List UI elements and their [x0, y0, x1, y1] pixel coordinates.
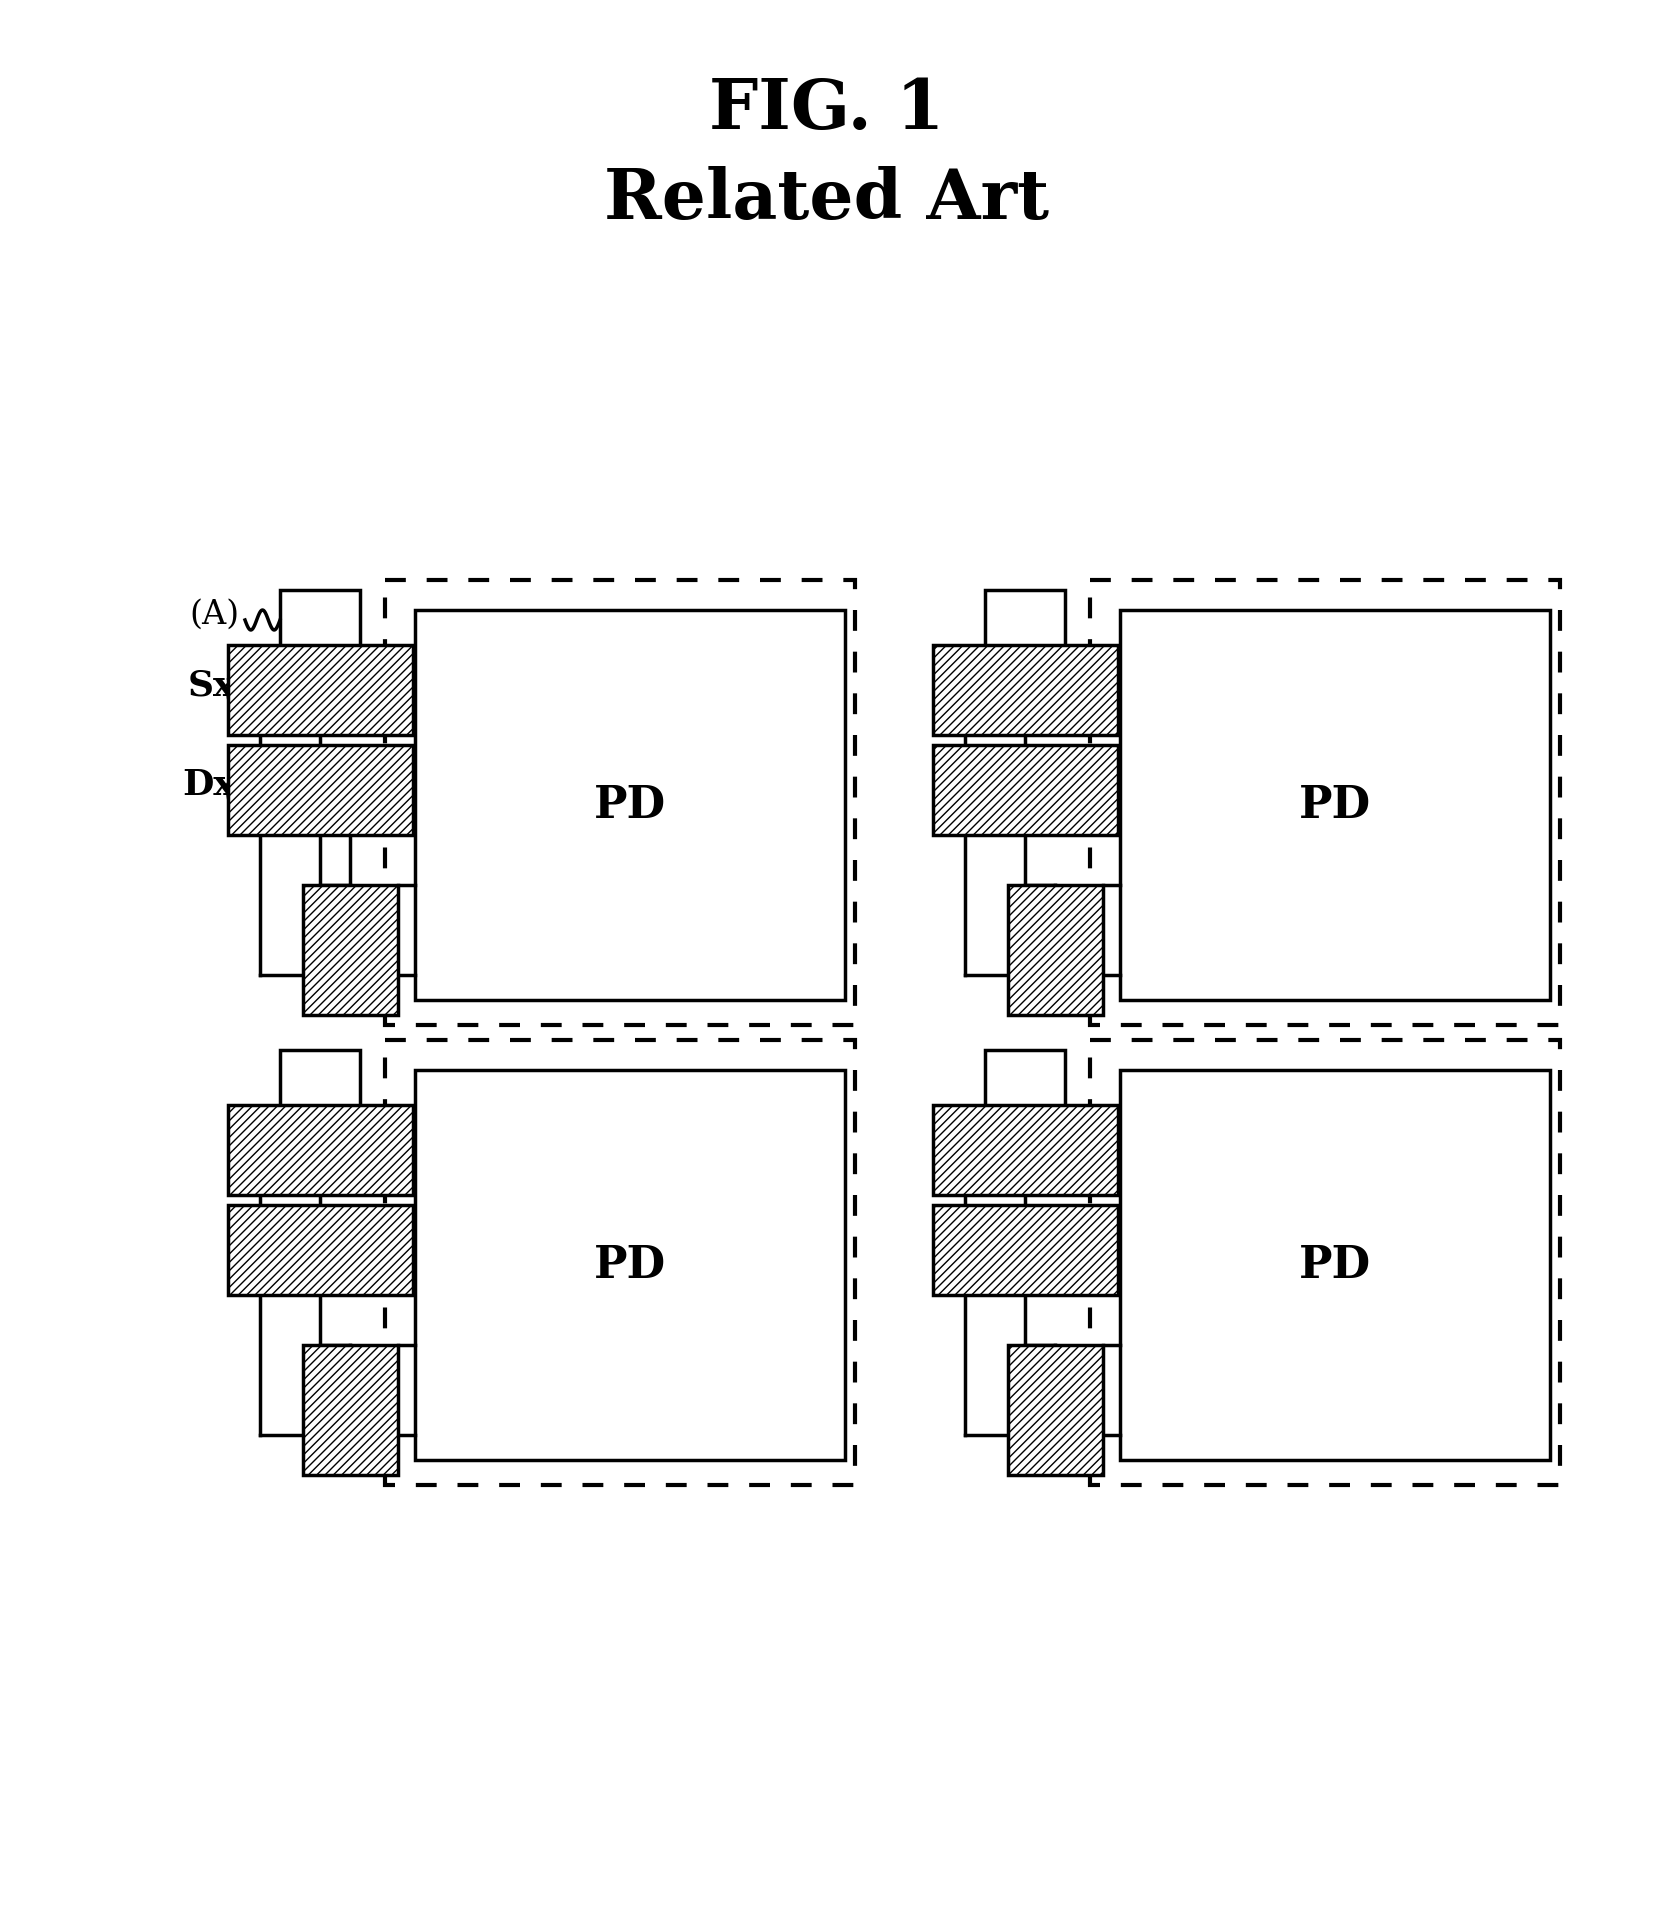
Bar: [933, 745, 1118, 836]
Text: FIG. 1: FIG. 1: [710, 77, 944, 144]
Bar: [303, 886, 397, 1014]
Bar: [1120, 611, 1550, 1001]
Text: Sx: Sx: [187, 669, 235, 701]
Bar: [415, 611, 845, 1001]
Bar: [1007, 886, 1103, 1014]
Bar: [986, 1051, 1065, 1135]
Text: PD: PD: [1298, 1243, 1371, 1287]
Bar: [228, 1105, 412, 1195]
Bar: [385, 1039, 855, 1485]
Text: Rx: Rx: [361, 786, 412, 820]
Text: Dx: Dx: [182, 768, 235, 801]
Bar: [280, 1051, 361, 1135]
Bar: [303, 1345, 397, 1475]
Text: (A): (A): [190, 599, 240, 630]
Bar: [1090, 1039, 1560, 1485]
Bar: [1120, 1070, 1550, 1460]
Text: PD: PD: [594, 1243, 667, 1287]
Bar: [228, 645, 412, 736]
Bar: [228, 745, 412, 836]
Bar: [415, 1070, 845, 1460]
Bar: [228, 1204, 412, 1295]
Bar: [1007, 1345, 1103, 1475]
Text: PD: PD: [1298, 784, 1371, 826]
Bar: [1090, 580, 1560, 1026]
Bar: [933, 645, 1118, 736]
Bar: [385, 580, 855, 1026]
Bar: [280, 590, 361, 674]
Bar: [933, 1204, 1118, 1295]
Bar: [933, 1105, 1118, 1195]
Bar: [986, 590, 1065, 674]
Text: Related Art: Related Art: [604, 167, 1050, 234]
Text: PD: PD: [594, 784, 667, 826]
